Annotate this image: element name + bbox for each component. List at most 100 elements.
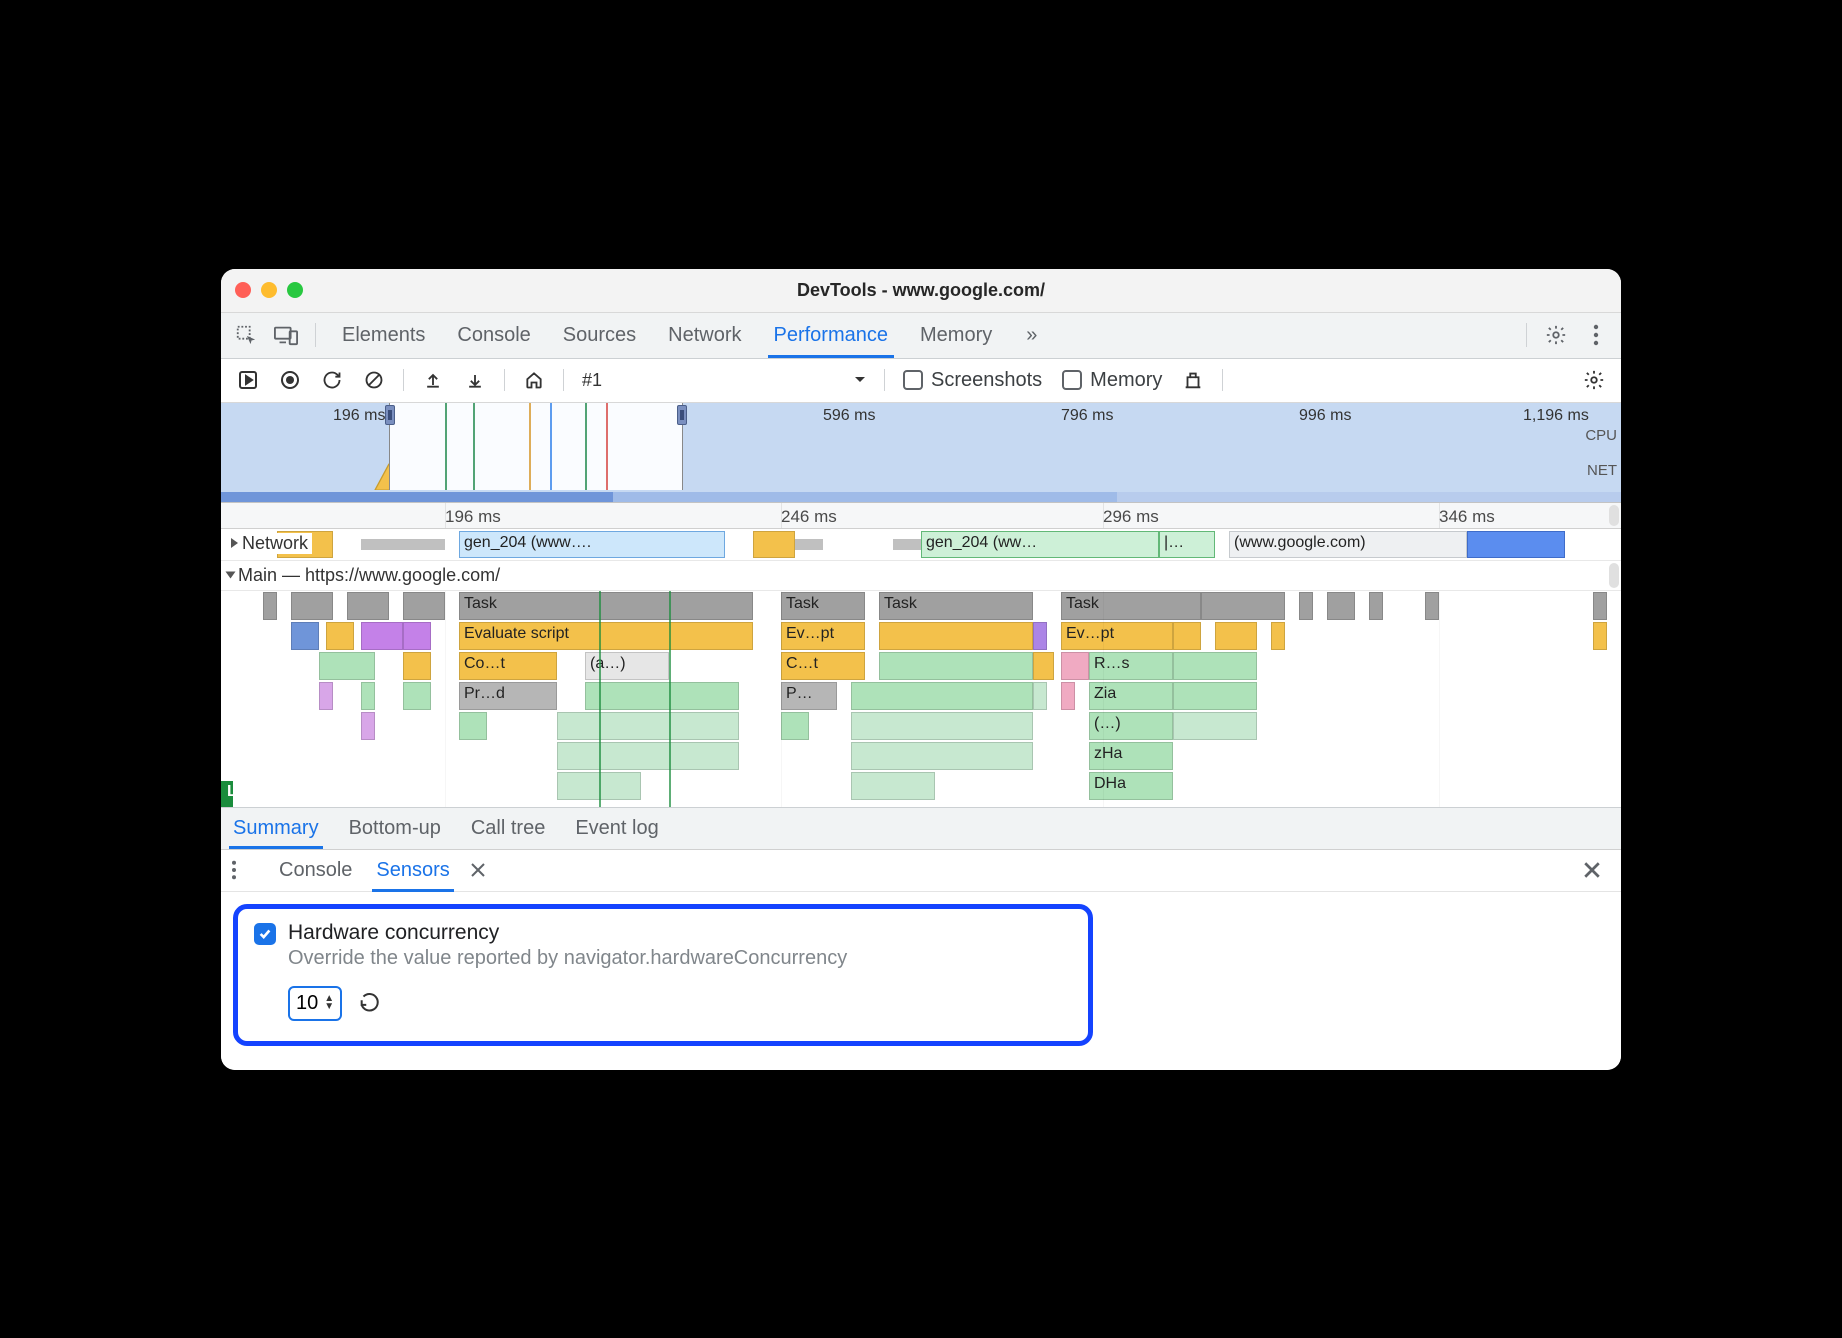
web-vital-marker-lcp[interactable]: LCP — [221, 781, 233, 807]
details-tab-call-tree[interactable]: Call tree — [467, 807, 549, 849]
flame-segment[interactable] — [1327, 592, 1355, 620]
flame-segment[interactable] — [326, 622, 354, 650]
overview-handle-left[interactable] — [385, 405, 395, 425]
number-stepper[interactable]: ▲▼ — [324, 995, 334, 1011]
flame-segment[interactable]: Task — [459, 592, 753, 620]
flame-segment[interactable]: Evaluate script — [459, 622, 753, 650]
flame-segment[interactable] — [1593, 622, 1607, 650]
flame-segment[interactable] — [781, 712, 809, 740]
record-button[interactable] — [229, 361, 267, 399]
flame-segment[interactable]: DHa — [1089, 772, 1173, 800]
kebab-menu-icon[interactable] — [1577, 316, 1615, 354]
network-row[interactable]: Network gen_204 (www….gen_204 (ww…|…(www… — [221, 529, 1621, 561]
start-record-button[interactable] — [271, 361, 309, 399]
flame-segment[interactable]: Zia — [1089, 682, 1173, 710]
disclosure-icon[interactable] — [226, 572, 236, 579]
network-segment[interactable]: gen_204 (www…. — [459, 531, 725, 558]
flame-segment[interactable]: Pr…d — [459, 682, 557, 710]
scrollbar[interactable] — [1609, 563, 1619, 588]
tabs-overflow-button[interactable]: » — [1010, 312, 1053, 358]
flame-segment[interactable]: Ev…pt — [781, 622, 865, 650]
flame-segment[interactable] — [291, 622, 319, 650]
home-icon[interactable] — [515, 361, 553, 399]
flame-segment[interactable] — [1033, 652, 1054, 680]
close-drawer-icon[interactable] — [1583, 861, 1611, 879]
hardware-concurrency-input[interactable]: 10 ▲▼ — [288, 986, 342, 1021]
flame-segment[interactable] — [1201, 592, 1285, 620]
tab-sources[interactable]: Sources — [547, 312, 652, 358]
flame-segment[interactable] — [1369, 592, 1383, 620]
flame-segment[interactable]: P… — [781, 682, 837, 710]
capture-settings-icon[interactable] — [1575, 361, 1613, 399]
flame-segment[interactable]: Ev…pt — [1061, 622, 1173, 650]
download-icon[interactable] — [456, 361, 494, 399]
flame-segment[interactable] — [403, 622, 431, 650]
flame-segment[interactable] — [1299, 592, 1313, 620]
flame-segment[interactable] — [1215, 622, 1257, 650]
flame-segment[interactable] — [291, 592, 333, 620]
flame-segment[interactable] — [403, 592, 445, 620]
clear-button[interactable] — [355, 361, 393, 399]
flame-segment[interactable]: Co…t — [459, 652, 557, 680]
overview-timeline[interactable]: 196 ms396 ms596 ms796 ms996 ms1,196 ms C… — [221, 403, 1621, 503]
flame-segment[interactable] — [557, 712, 739, 740]
flame-segment[interactable] — [403, 682, 431, 710]
flame-segment[interactable] — [879, 652, 1033, 680]
flame-segment[interactable] — [361, 682, 375, 710]
flame-segment[interactable] — [851, 682, 1033, 710]
flame-segment[interactable] — [851, 742, 1033, 770]
flame-segment[interactable] — [1173, 712, 1257, 740]
close-drawer-tab-icon[interactable] — [470, 862, 494, 878]
flame-segment[interactable] — [361, 712, 375, 740]
flame-segment[interactable] — [851, 712, 1033, 740]
recording-select[interactable]: #1 — [574, 364, 874, 396]
inspect-element-icon[interactable] — [227, 316, 265, 354]
flame-segment[interactable]: (…) — [1089, 712, 1173, 740]
details-tab-summary[interactable]: Summary — [229, 807, 323, 849]
reload-record-button[interactable] — [313, 361, 351, 399]
flame-segment[interactable] — [319, 652, 375, 680]
tab-console[interactable]: Console — [441, 312, 546, 358]
flame-segment[interactable]: C…t — [781, 652, 865, 680]
flame-segment[interactable] — [1271, 622, 1285, 650]
minimize-window-button[interactable] — [261, 282, 277, 298]
drawer-kebab-icon[interactable] — [231, 860, 259, 880]
flame-segment[interactable] — [1593, 592, 1607, 620]
screenshots-checkbox[interactable]: Screenshots — [895, 369, 1050, 392]
network-segment[interactable] — [753, 531, 795, 558]
flame-segment[interactable] — [1173, 622, 1201, 650]
network-segment[interactable]: (www.google.com) — [1229, 531, 1467, 558]
flame-segment[interactable] — [459, 712, 487, 740]
overview-window[interactable] — [389, 403, 683, 490]
network-segment[interactable] — [893, 539, 921, 550]
network-segment[interactable] — [1467, 531, 1565, 558]
flame-segment[interactable] — [1425, 592, 1439, 620]
upload-icon[interactable] — [414, 361, 452, 399]
settings-icon[interactable] — [1537, 316, 1575, 354]
tab-elements[interactable]: Elements — [326, 312, 441, 358]
network-segment[interactable] — [361, 539, 445, 550]
flame-segment[interactable] — [347, 592, 389, 620]
flame-segment[interactable]: Task — [781, 592, 865, 620]
device-toggle-icon[interactable] — [267, 316, 305, 354]
drawer-tab-sensors[interactable]: Sensors — [372, 849, 453, 891]
memory-checkbox[interactable]: Memory — [1054, 369, 1170, 392]
flame-segment[interactable] — [557, 742, 739, 770]
flame-segment[interactable] — [1061, 682, 1075, 710]
close-window-button[interactable] — [235, 282, 251, 298]
scrollbar[interactable] — [1609, 505, 1619, 526]
flame-segment[interactable] — [1061, 652, 1089, 680]
main-flame-chart[interactable]: FCPLCP TaskTaskTaskTaskEvaluate scriptEv… — [221, 591, 1621, 807]
network-segment[interactable] — [795, 539, 823, 550]
flame-segment[interactable]: (a…) — [585, 652, 669, 680]
flame-segment[interactable]: Task — [1061, 592, 1201, 620]
tab-network[interactable]: Network — [652, 312, 757, 358]
flame-segment[interactable]: R…s — [1089, 652, 1173, 680]
flame-segment[interactable] — [403, 652, 431, 680]
flame-segment[interactable] — [319, 682, 333, 710]
flame-segment[interactable] — [851, 772, 935, 800]
network-segment[interactable]: |… — [1159, 531, 1215, 558]
flame-segment[interactable] — [361, 622, 403, 650]
garbage-collect-icon[interactable] — [1174, 361, 1212, 399]
drawer-tab-console[interactable]: Console — [275, 849, 356, 891]
